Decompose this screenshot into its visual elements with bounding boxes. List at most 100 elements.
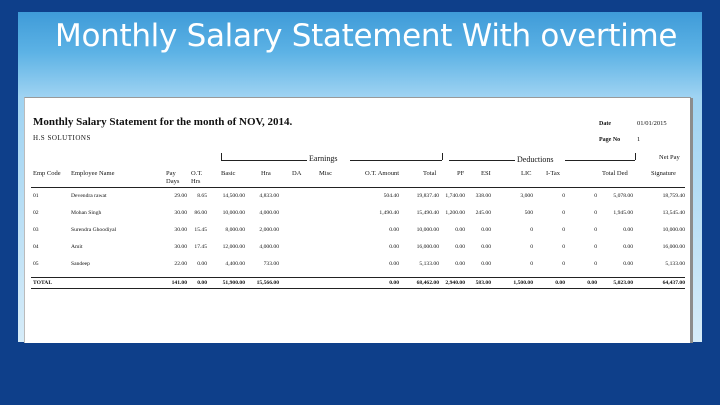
row-5-hra: 733.00 <box>263 261 279 267</box>
earnings-group-label: Earnings <box>309 154 338 163</box>
row-5-name: Sandeep <box>71 261 90 267</box>
row-3-total-ded: 0.00 <box>623 227 633 233</box>
row-4-code: 04 <box>33 244 39 250</box>
row-3-pf: 0.00 <box>455 227 465 233</box>
col-da: DA <box>292 170 302 177</box>
row-1-basic: 14,500.00 <box>222 193 245 199</box>
total-ot-hrs: 0.00 <box>197 280 207 286</box>
row-5-lic: 0 <box>530 261 533 267</box>
total-rule-bottom <box>31 288 685 289</box>
row-4-esi: 0.00 <box>481 244 491 250</box>
col-basic: Basic <box>221 170 236 177</box>
deductions-line-left <box>449 160 515 161</box>
row-3-name: Surendra Ghoodiyal <box>71 227 117 233</box>
salary-statement-document: Monthly Salary Statement for the month o… <box>24 97 693 343</box>
col-total: Total <box>423 170 437 177</box>
company-name: H.S SOLUTIONS <box>33 134 91 142</box>
col-pf: PF <box>457 170 465 177</box>
row-4-pf: 0.00 <box>455 244 465 250</box>
total-itax: 0.00 <box>555 280 565 286</box>
row-3-code: 03 <box>33 227 39 233</box>
row-1-itax: 0 <box>562 193 565 199</box>
row-1-esi: 338.00 <box>475 193 491 199</box>
row-2-basic: 10,000.00 <box>222 210 245 216</box>
col-misc: Misc <box>319 170 332 177</box>
total-rule <box>31 277 685 278</box>
col-employee-name: Employee Name <box>71 170 115 177</box>
row-4-total-ded: 0.00 <box>623 244 633 250</box>
deductions-line-right <box>565 160 635 161</box>
row-1-ex: 0 <box>594 193 597 199</box>
row-5-code: 05 <box>33 261 39 267</box>
earnings-bracket-right <box>442 153 443 160</box>
row-2-code: 02 <box>33 210 39 216</box>
header-rule <box>31 187 685 188</box>
row-1-net-pay: 18,759.40 <box>662 193 685 199</box>
slide-title: Monthly Salary Statement With overtime <box>55 18 678 54</box>
row-3-ot-hrs: 15.45 <box>194 227 207 233</box>
row-5-esi: 0.00 <box>481 261 491 267</box>
row-3-pay-days: 30.00 <box>174 227 187 233</box>
row-3-ot-amount: 0.00 <box>389 227 399 233</box>
row-5-pf: 0.00 <box>455 261 465 267</box>
row-5-ex: 0 <box>594 261 597 267</box>
page-value: 1 <box>637 136 641 143</box>
row-2-ex: 0 <box>594 210 597 216</box>
row-3-hra: 2,000.00 <box>259 227 279 233</box>
row-2-pay-days: 30.00 <box>174 210 187 216</box>
row-1-code: 01 <box>33 193 39 199</box>
document-edge-shadow <box>690 98 693 343</box>
row-2-lic: 500 <box>524 210 533 216</box>
row-1-name: Devendra rawat <box>71 193 107 199</box>
row-1-pay-days: 29.00 <box>174 193 187 199</box>
total-total-ded: 5,023.00 <box>613 280 633 286</box>
row-4-itax: 0 <box>562 244 565 250</box>
row-4-ot-hrs: 17.45 <box>194 244 207 250</box>
total-total: 68,462.00 <box>416 280 439 286</box>
row-3-basic: 8,000.00 <box>225 227 245 233</box>
col-net-pay: Net Pay <box>659 154 680 161</box>
row-4-pay-days: 30.00 <box>174 244 187 250</box>
row-4-net-pay: 16,000.00 <box>662 244 685 250</box>
row-1-lic: 3,000 <box>520 193 533 199</box>
earnings-line-left <box>221 160 307 161</box>
row-3-total: 10,000.00 <box>416 227 439 233</box>
statement-title: Monthly Salary Statement for the month o… <box>33 116 293 128</box>
row-5-net-pay: 5,133.00 <box>665 261 685 267</box>
deductions-group-label: Deductions <box>517 155 554 164</box>
col-pay-days: Pay Days <box>166 170 180 185</box>
page-label: Page No <box>599 137 621 143</box>
col-total-ded: Total Ded <box>602 170 628 177</box>
col-emp-code: Emp Code <box>33 170 61 177</box>
row-4-basic: 12,000.00 <box>222 244 245 250</box>
total-ot-amount: 0.00 <box>389 280 399 286</box>
deductions-bracket-right <box>635 153 636 160</box>
col-ot-amount: O.T. Amount <box>365 170 400 177</box>
row-5-total: 5,133.00 <box>419 261 439 267</box>
row-1-total-ded: 5,078.00 <box>613 193 633 199</box>
row-1-pf: 1,740.00 <box>445 193 465 199</box>
row-1-ot-hrs: 8.65 <box>197 193 207 199</box>
col-itax: I-Tax <box>546 170 560 177</box>
total-esi: 583.00 <box>475 280 491 286</box>
row-1-ot-amount: 504.40 <box>383 193 399 199</box>
row-2-hra: 4,000.00 <box>259 210 279 216</box>
row-4-hra: 4,000.00 <box>259 244 279 250</box>
row-4-total: 16,000.00 <box>416 244 439 250</box>
row-3-itax: 0 <box>562 227 565 233</box>
total-label: TOTAL <box>33 280 53 286</box>
row-4-name: Amit <box>71 244 83 250</box>
row-3-net-pay: 10,000.00 <box>662 227 685 233</box>
row-2-pf: 1,200.00 <box>445 210 465 216</box>
col-hra: Hra <box>261 170 271 177</box>
col-ot-hrs: O.T. Hrs <box>191 170 203 185</box>
row-5-ot-hrs: 0.00 <box>197 261 207 267</box>
row-3-lic: 0 <box>530 227 533 233</box>
row-2-total-ded: 1,945.00 <box>613 210 633 216</box>
date-label: Date <box>599 121 611 127</box>
total-basic: 51,900.00 <box>222 280 245 286</box>
row-5-basic: 4,400.00 <box>225 261 245 267</box>
row-2-itax: 0 <box>562 210 565 216</box>
row-5-ot-amount: 0.00 <box>389 261 399 267</box>
row-2-ot-amount: 1,490.40 <box>379 210 399 216</box>
